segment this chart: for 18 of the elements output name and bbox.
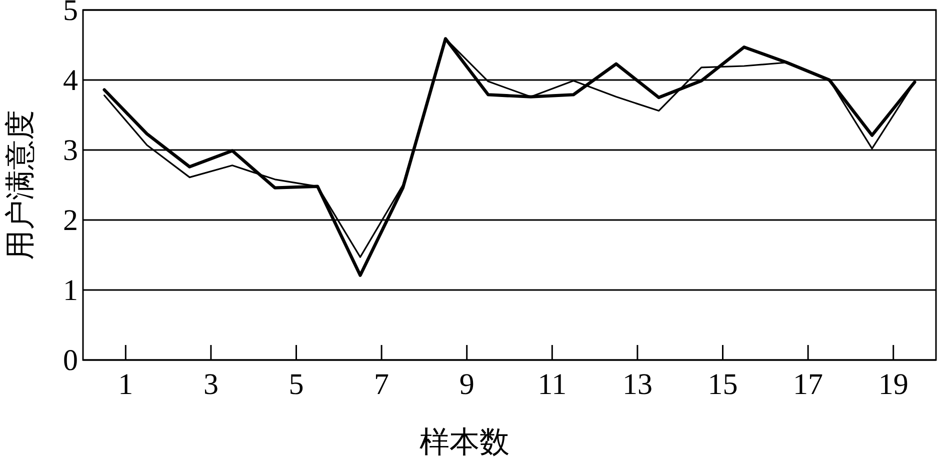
x-tick-label: 11 xyxy=(538,368,567,401)
x-tick-label: 3 xyxy=(203,368,218,401)
y-tick-label: 4 xyxy=(63,64,78,97)
x-tick-label: 17 xyxy=(793,368,824,401)
x-tick-label: 13 xyxy=(622,368,652,401)
y-tick-label: 2 xyxy=(63,204,78,237)
x-tick-label: 1 xyxy=(118,368,134,401)
x-tick-label: 15 xyxy=(708,368,738,401)
x-tick-label: 19 xyxy=(878,368,908,401)
x-tick-label: 9 xyxy=(459,368,474,401)
y-tick-label: 3 xyxy=(63,134,78,167)
y-tick-label: 0 xyxy=(63,344,78,377)
y-tick-label: 5 xyxy=(63,0,78,27)
x-axis-title: 样本数 xyxy=(420,426,510,459)
y-axis-title: 用户满意度 xyxy=(4,110,37,260)
x-tick-label: 7 xyxy=(374,368,390,401)
x-tick-label: 5 xyxy=(288,368,304,401)
y-tick-label: 1 xyxy=(63,274,78,307)
